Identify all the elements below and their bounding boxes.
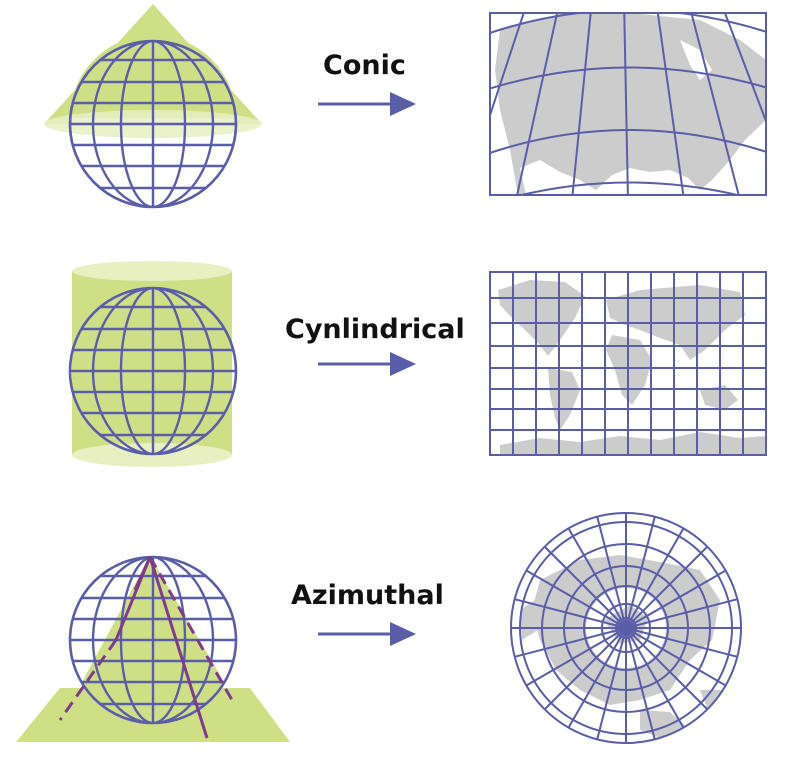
azimuthal-label: Azimuthal (291, 580, 444, 611)
arrow-right-icon (318, 622, 416, 646)
azimuthal-map (510, 512, 742, 744)
cylindrical-label: Cynlindrical (285, 314, 465, 345)
conic-globe (44, 4, 262, 209)
azimuthal-globe (16, 555, 290, 742)
arrow-right-icon (318, 352, 416, 376)
arrow-right-icon (318, 92, 416, 116)
conic-map (489, 12, 767, 196)
cylindrical-map (489, 271, 767, 456)
cylindrical-globe (68, 261, 238, 467)
globe-icon (70, 288, 236, 454)
conic-label: Conic (323, 50, 406, 81)
light-rays (58, 556, 234, 739)
